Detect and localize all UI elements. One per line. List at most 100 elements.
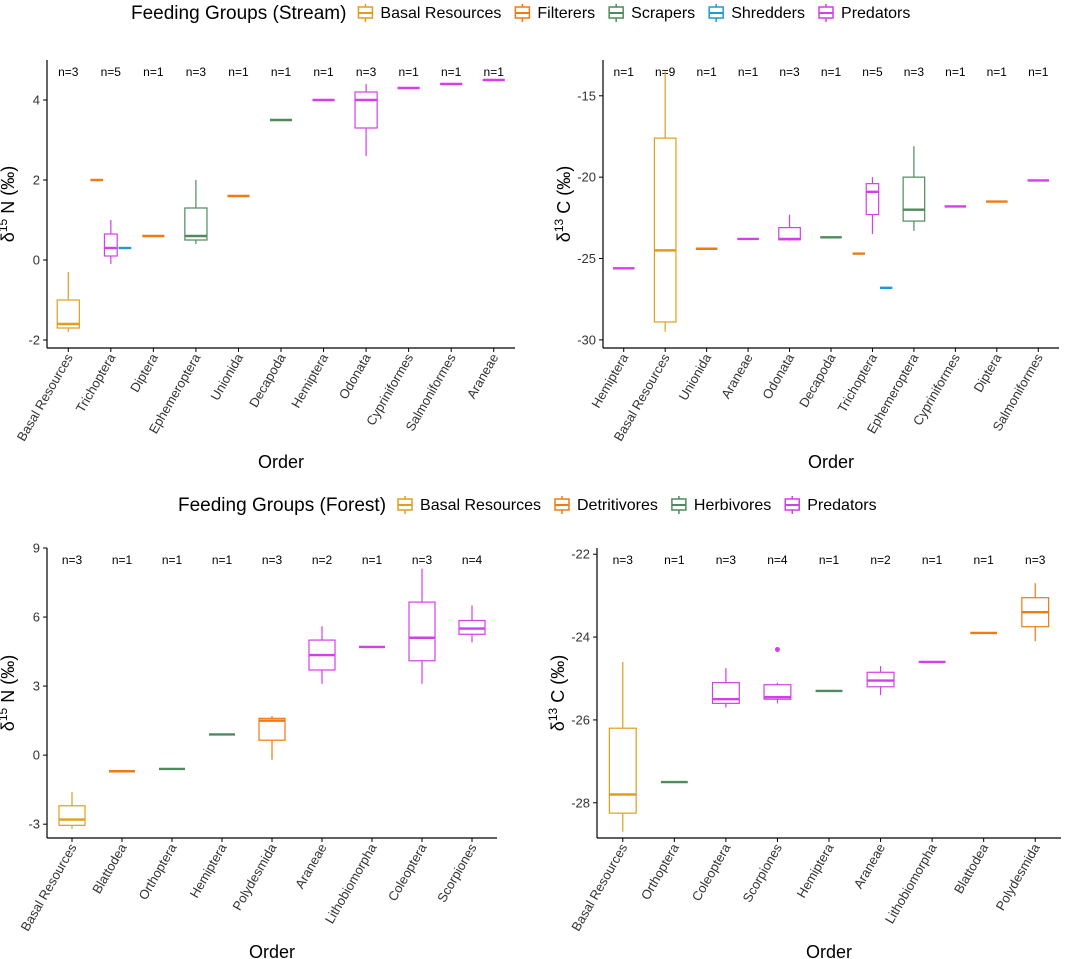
- n-label: n=1: [162, 553, 183, 567]
- n-label: n=3: [1025, 553, 1046, 567]
- box-body: [58, 805, 86, 826]
- x-tick-label-trichoptera: Trichoptera: [73, 350, 119, 415]
- y-tick-label: 9: [33, 541, 40, 556]
- x-tick-label-araneae: Araneae: [851, 841, 889, 891]
- x-tick-label-coleoptera: Coleoptera: [689, 840, 734, 903]
- n-label: n=1: [614, 65, 635, 79]
- y-label-isotope: 13: [552, 218, 566, 232]
- x-tick-label-unionida: Unionida: [207, 350, 246, 403]
- x-tick-label-diptera: Diptera: [970, 350, 1004, 394]
- box-polydesmida-detritivores: [1021, 583, 1050, 642]
- box-body: [902, 176, 926, 222]
- x-axis-label: Order: [808, 452, 854, 472]
- y-label-delta: δ: [0, 721, 18, 731]
- legend-label-herbivores: Herbivores: [694, 497, 771, 514]
- box-body: [608, 727, 637, 814]
- x-axis-label: Order: [258, 452, 304, 472]
- y-label-element: N: [0, 196, 18, 219]
- box-body: [184, 207, 208, 241]
- n-label: n=3: [904, 65, 925, 79]
- panel-forest-c: -28 -26 -24 -22 δ13 C (‰) Basal Resources n=3 O…: [546, 547, 1061, 959]
- legend-label-filterers: Filterers: [537, 5, 595, 22]
- box-trichoptera-predators: [865, 177, 880, 235]
- legend-forest-entries: Basal Resources Detritivores Herbivores Pre…: [397, 496, 877, 514]
- y-label-isotope: 15: [0, 218, 10, 232]
- x-tick-label-diptera: Diptera: [127, 350, 161, 394]
- x-tick-label-basal-resources: Basal Resources: [568, 841, 630, 934]
- box-araneae-predators: [866, 666, 895, 696]
- n-label: n=3: [412, 553, 433, 567]
- box-basal-resources-basal-resources: [608, 661, 637, 832]
- n-label: n=3: [356, 65, 377, 79]
- legend-label-scrapers: Scrapers: [631, 5, 695, 22]
- legend-key-detritivores: [554, 496, 570, 514]
- box-ephemeroptera-scrapers: [902, 146, 926, 231]
- n-label: n=3: [262, 553, 283, 567]
- x-tick-label-coleoptera: Coleoptera: [385, 840, 430, 903]
- legend-key-predators: [818, 4, 834, 22]
- legend-key-basal-resources: [357, 4, 374, 22]
- box-coleoptera-predators: [408, 568, 436, 684]
- box-scorpiones-predators: [458, 605, 486, 643]
- n-label: n=1: [696, 65, 717, 79]
- y-axis-label: δ13 C (‰): [552, 166, 574, 242]
- y-label-delta: δ: [0, 232, 18, 242]
- y-tick-label: -24: [571, 630, 590, 645]
- n-label: n=1: [1028, 65, 1049, 79]
- n-label: n=3: [58, 65, 79, 79]
- legend-key-filterers: [514, 4, 531, 22]
- legend-stream: Feeding Groups (Stream) Basal Resources F…: [131, 3, 910, 24]
- n-label: n=1: [441, 65, 462, 79]
- outlier-point: [774, 647, 780, 652]
- n-label: n=4: [767, 553, 788, 567]
- box-body: [258, 717, 286, 741]
- x-tick-label-unionida: Unionida: [676, 350, 715, 403]
- box-body: [763, 684, 792, 700]
- x-tick-label-odonata: Odonata: [759, 350, 797, 401]
- legend-key-shredders: [708, 4, 724, 22]
- n-label: n=1: [228, 65, 249, 79]
- legend-label-predators: Predators: [807, 497, 876, 514]
- x-tick-label-lithobiomorpha: Lithobiomorpha: [882, 840, 940, 926]
- y-tick-label: -20: [577, 170, 596, 185]
- n-label: n=1: [362, 553, 383, 567]
- x-tick-label-decapoda: Decapoda: [246, 350, 289, 409]
- y-label-isotope: 15: [0, 707, 10, 721]
- n-label: n=1: [738, 65, 759, 79]
- x-axis-label: Order: [249, 942, 295, 959]
- x-tick-label-lithobiomorpha: Lithobiomorpha: [322, 840, 380, 926]
- box-body: [711, 682, 740, 704]
- y-axis-label: δ15 N (‰): [0, 166, 18, 242]
- y-tick-label: 6: [33, 610, 40, 625]
- n-label: n=1: [664, 553, 685, 567]
- n-label: n=3: [186, 65, 207, 79]
- x-tick-label-scorpiones: Scorpiones: [740, 841, 786, 905]
- x-tick-label-hemiptera: Hemiptera: [588, 350, 631, 410]
- legend-stream-title: Feeding Groups (Stream): [131, 3, 346, 24]
- x-tick-label-blattodea: Blattodea: [89, 840, 130, 896]
- box-ephemeroptera-scrapers: [184, 180, 208, 244]
- x-tick-label-hemiptera: Hemiptera: [794, 840, 837, 900]
- n-label: n=2: [312, 553, 333, 567]
- y-label-unit: (‰): [554, 166, 574, 196]
- n-label: n=3: [779, 65, 800, 79]
- n-label: n=3: [613, 553, 634, 567]
- legend-stream-entries: Basal Resources Filterers Scrapers Shredder…: [357, 4, 910, 22]
- y-label-delta: δ: [548, 721, 568, 731]
- y-tick-label: -3: [28, 817, 40, 832]
- x-tick-label-orthoptera: Orthoptera: [136, 840, 180, 902]
- y-label-delta: δ: [554, 232, 574, 242]
- y-tick-label: 3: [33, 679, 40, 694]
- y-label-unit: (‰): [0, 166, 18, 196]
- legend-key-scrapers: [608, 4, 624, 22]
- box-body: [653, 137, 677, 323]
- legend-key-predators: [784, 496, 800, 514]
- x-tick-label-odonata: Odonata: [336, 350, 374, 401]
- panel-stream-n: -2 0 2 4 δ15 N (‰) Basal Resources n=3 Trichopt…: [0, 60, 515, 472]
- y-label-unit: (‰): [0, 655, 18, 685]
- x-tick-label-scorpiones: Scorpiones: [434, 841, 480, 905]
- n-label: n=1: [987, 65, 1008, 79]
- x-tick-label-polydesmida: Polydesmida: [993, 840, 1044, 913]
- n-label: n=5: [101, 65, 122, 79]
